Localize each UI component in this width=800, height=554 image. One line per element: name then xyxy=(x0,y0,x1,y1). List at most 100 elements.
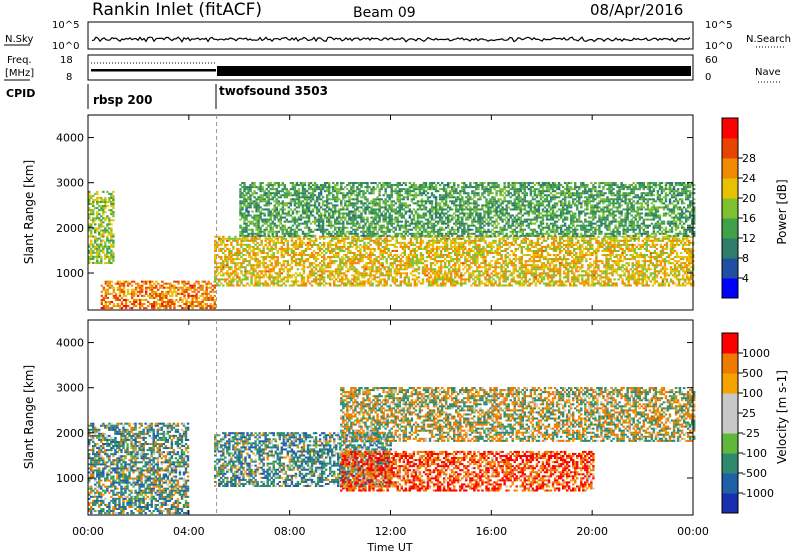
echo-cell xyxy=(308,264,312,267)
echo-cell xyxy=(250,268,253,271)
echo-cell xyxy=(542,239,546,242)
echo-cell xyxy=(633,282,636,285)
echo-cell xyxy=(508,270,511,273)
echo-cell xyxy=(456,237,459,240)
echo-cell xyxy=(106,292,110,295)
echo-cell xyxy=(294,245,298,248)
echo-cell xyxy=(534,284,538,287)
echo-cell xyxy=(173,307,176,310)
echo-cell xyxy=(399,280,402,283)
echo-cell xyxy=(558,280,562,283)
echo-cell xyxy=(637,243,640,246)
echo-cell xyxy=(351,260,354,263)
echo-cell xyxy=(550,274,554,277)
echo-cell xyxy=(90,253,93,256)
echo-cell xyxy=(456,245,459,248)
echo-cell xyxy=(661,282,665,285)
echo-cell xyxy=(520,239,523,242)
echo-cell xyxy=(427,239,431,242)
echo-cell xyxy=(583,274,586,277)
echo-cell xyxy=(331,260,334,263)
echo-cell xyxy=(232,247,235,250)
echo-cell xyxy=(530,264,534,267)
echo-cell xyxy=(328,282,332,285)
echo-cell xyxy=(96,247,99,250)
echo-cell xyxy=(439,272,443,275)
echo-cell xyxy=(454,280,457,283)
echo-cell xyxy=(641,274,644,277)
echo-cell xyxy=(476,243,479,246)
echo-cell xyxy=(90,229,93,232)
echo-cell xyxy=(320,270,324,273)
echo-cell xyxy=(236,247,239,250)
echo-cell xyxy=(100,294,104,297)
echo-cell xyxy=(502,276,505,279)
echo-cell xyxy=(552,280,556,283)
echo-cell xyxy=(447,262,451,265)
echo-cell xyxy=(291,212,295,215)
echo-cell xyxy=(232,280,235,283)
echo-cell xyxy=(100,221,103,224)
echo-cell xyxy=(681,284,685,287)
echo-cell xyxy=(564,264,568,267)
echo-cell xyxy=(108,282,112,285)
echo-cell xyxy=(228,280,231,283)
echo-cell xyxy=(456,260,459,263)
echo-cell xyxy=(478,282,481,285)
echo-cell xyxy=(454,243,457,246)
echo-cell xyxy=(510,243,513,246)
echo-cell xyxy=(234,239,237,242)
echo-cell xyxy=(282,262,286,265)
echo-cell xyxy=(478,247,481,250)
echo-cell xyxy=(243,228,246,231)
echo-cell xyxy=(458,258,461,261)
echo-cell xyxy=(288,268,292,271)
echo-cell xyxy=(224,266,227,269)
echo-cell xyxy=(230,252,233,255)
echo-cell xyxy=(306,278,310,281)
echo-cell xyxy=(564,239,568,242)
echo-cell xyxy=(288,270,292,273)
echo-cell xyxy=(460,284,463,287)
echo-cell xyxy=(104,219,107,222)
echo-cell xyxy=(230,282,233,285)
echo-cell xyxy=(149,294,152,297)
echo-cell xyxy=(534,256,538,259)
echo-cell xyxy=(224,260,227,263)
echo-cell xyxy=(659,282,663,285)
echo-cell xyxy=(193,296,196,299)
echo-cell xyxy=(345,247,348,250)
echo-cell xyxy=(355,262,358,265)
echo-cell xyxy=(623,239,626,242)
echo-cell xyxy=(268,278,271,281)
echo-cell xyxy=(88,227,91,230)
echo-cell xyxy=(671,241,675,244)
echo-cell xyxy=(294,272,298,275)
echo-cell xyxy=(441,245,445,248)
echo-cell xyxy=(355,284,358,287)
echo-cell xyxy=(255,208,258,211)
echo-cell xyxy=(593,272,596,275)
echo-cell xyxy=(108,198,111,201)
echo-cell xyxy=(601,249,604,252)
echo-cell xyxy=(355,241,358,244)
echo-cell xyxy=(189,305,192,308)
echo-cell xyxy=(96,253,99,256)
echo-cell xyxy=(439,256,443,259)
echo-cell xyxy=(681,278,685,281)
echo-cell xyxy=(261,212,264,215)
echo-cell xyxy=(488,249,491,252)
echo-cell xyxy=(108,233,111,236)
echo-cell xyxy=(655,258,659,261)
echo-cell xyxy=(383,266,386,269)
echo-cell xyxy=(540,245,544,248)
echo-cell xyxy=(110,223,113,226)
echo-cell xyxy=(106,223,109,226)
echo-cell xyxy=(214,262,217,265)
echo-cell xyxy=(504,262,507,265)
echo-cell xyxy=(484,256,487,259)
echo-cell xyxy=(488,268,491,271)
echo-cell xyxy=(595,237,598,240)
echo-cell xyxy=(385,243,388,246)
echo-cell xyxy=(268,241,271,244)
